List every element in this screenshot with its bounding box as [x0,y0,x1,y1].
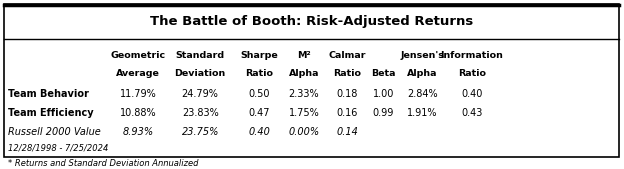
Text: Average: Average [116,69,160,78]
Text: Ratio: Ratio [245,69,273,78]
Text: 0.43: 0.43 [461,108,482,118]
Text: 0.50: 0.50 [248,89,270,99]
Text: 1.91%: 1.91% [407,108,438,118]
Text: Beta: Beta [371,69,396,78]
Text: 10.88%: 10.88% [120,108,157,118]
Text: 24.79%: 24.79% [182,89,218,99]
Text: 0.14: 0.14 [336,127,358,137]
Text: 0.40: 0.40 [248,127,270,137]
Text: 1.75%: 1.75% [288,108,319,118]
Text: Standard: Standard [175,51,225,60]
Text: 1.00: 1.00 [373,89,394,99]
Text: 0.40: 0.40 [461,89,482,99]
Text: Team Efficiency: Team Efficiency [7,108,93,118]
Text: Information: Information [440,51,503,60]
Text: Alpha: Alpha [407,69,438,78]
FancyBboxPatch shape [4,4,619,157]
Text: Sharpe: Sharpe [240,51,278,60]
Text: 0.99: 0.99 [373,108,394,118]
Text: Jensen's: Jensen's [401,51,444,60]
Text: 0.47: 0.47 [248,108,270,118]
Text: 0.16: 0.16 [337,108,358,118]
Text: Ratio: Ratio [457,69,485,78]
Text: 0.18: 0.18 [337,89,358,99]
Text: Deviation: Deviation [175,69,226,78]
Text: Russell 2000 Value: Russell 2000 Value [7,127,100,137]
Text: * Returns and Standard Deviation Annualized: * Returns and Standard Deviation Annuali… [7,159,198,168]
Text: 11.79%: 11.79% [120,89,157,99]
Text: Ratio: Ratio [333,69,361,78]
Text: 23.83%: 23.83% [182,108,218,118]
Text: Calmar: Calmar [329,51,366,60]
Text: The Battle of Booth: Risk-Adjusted Returns: The Battle of Booth: Risk-Adjusted Retur… [150,16,474,29]
Text: Team Behavior: Team Behavior [7,89,89,99]
Text: M²: M² [297,51,311,60]
Text: 8.93%: 8.93% [122,127,154,137]
Text: 2.33%: 2.33% [289,89,319,99]
Text: 0.00%: 0.00% [288,127,319,137]
Text: 12/28/1998 - 7/25/2024: 12/28/1998 - 7/25/2024 [7,143,108,152]
Text: 2.84%: 2.84% [407,89,438,99]
Text: 23.75%: 23.75% [182,127,219,137]
Text: Alpha: Alpha [289,69,319,78]
Text: Geometric: Geometric [110,51,165,60]
